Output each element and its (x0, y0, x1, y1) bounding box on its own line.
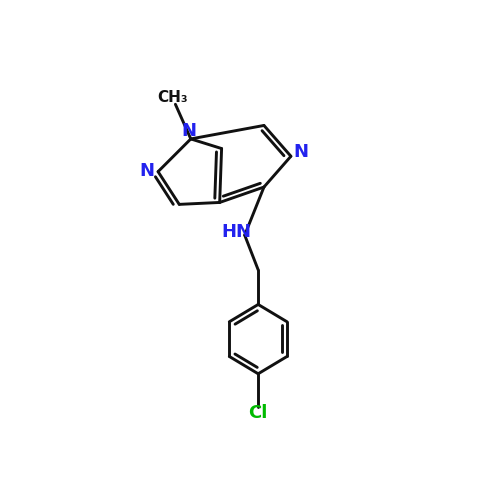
Text: N: N (140, 162, 155, 180)
Text: Cl: Cl (248, 404, 268, 422)
Text: N: N (182, 122, 196, 140)
Text: HN: HN (221, 223, 251, 241)
Text: CH₃: CH₃ (157, 90, 188, 105)
Text: N: N (294, 144, 308, 162)
